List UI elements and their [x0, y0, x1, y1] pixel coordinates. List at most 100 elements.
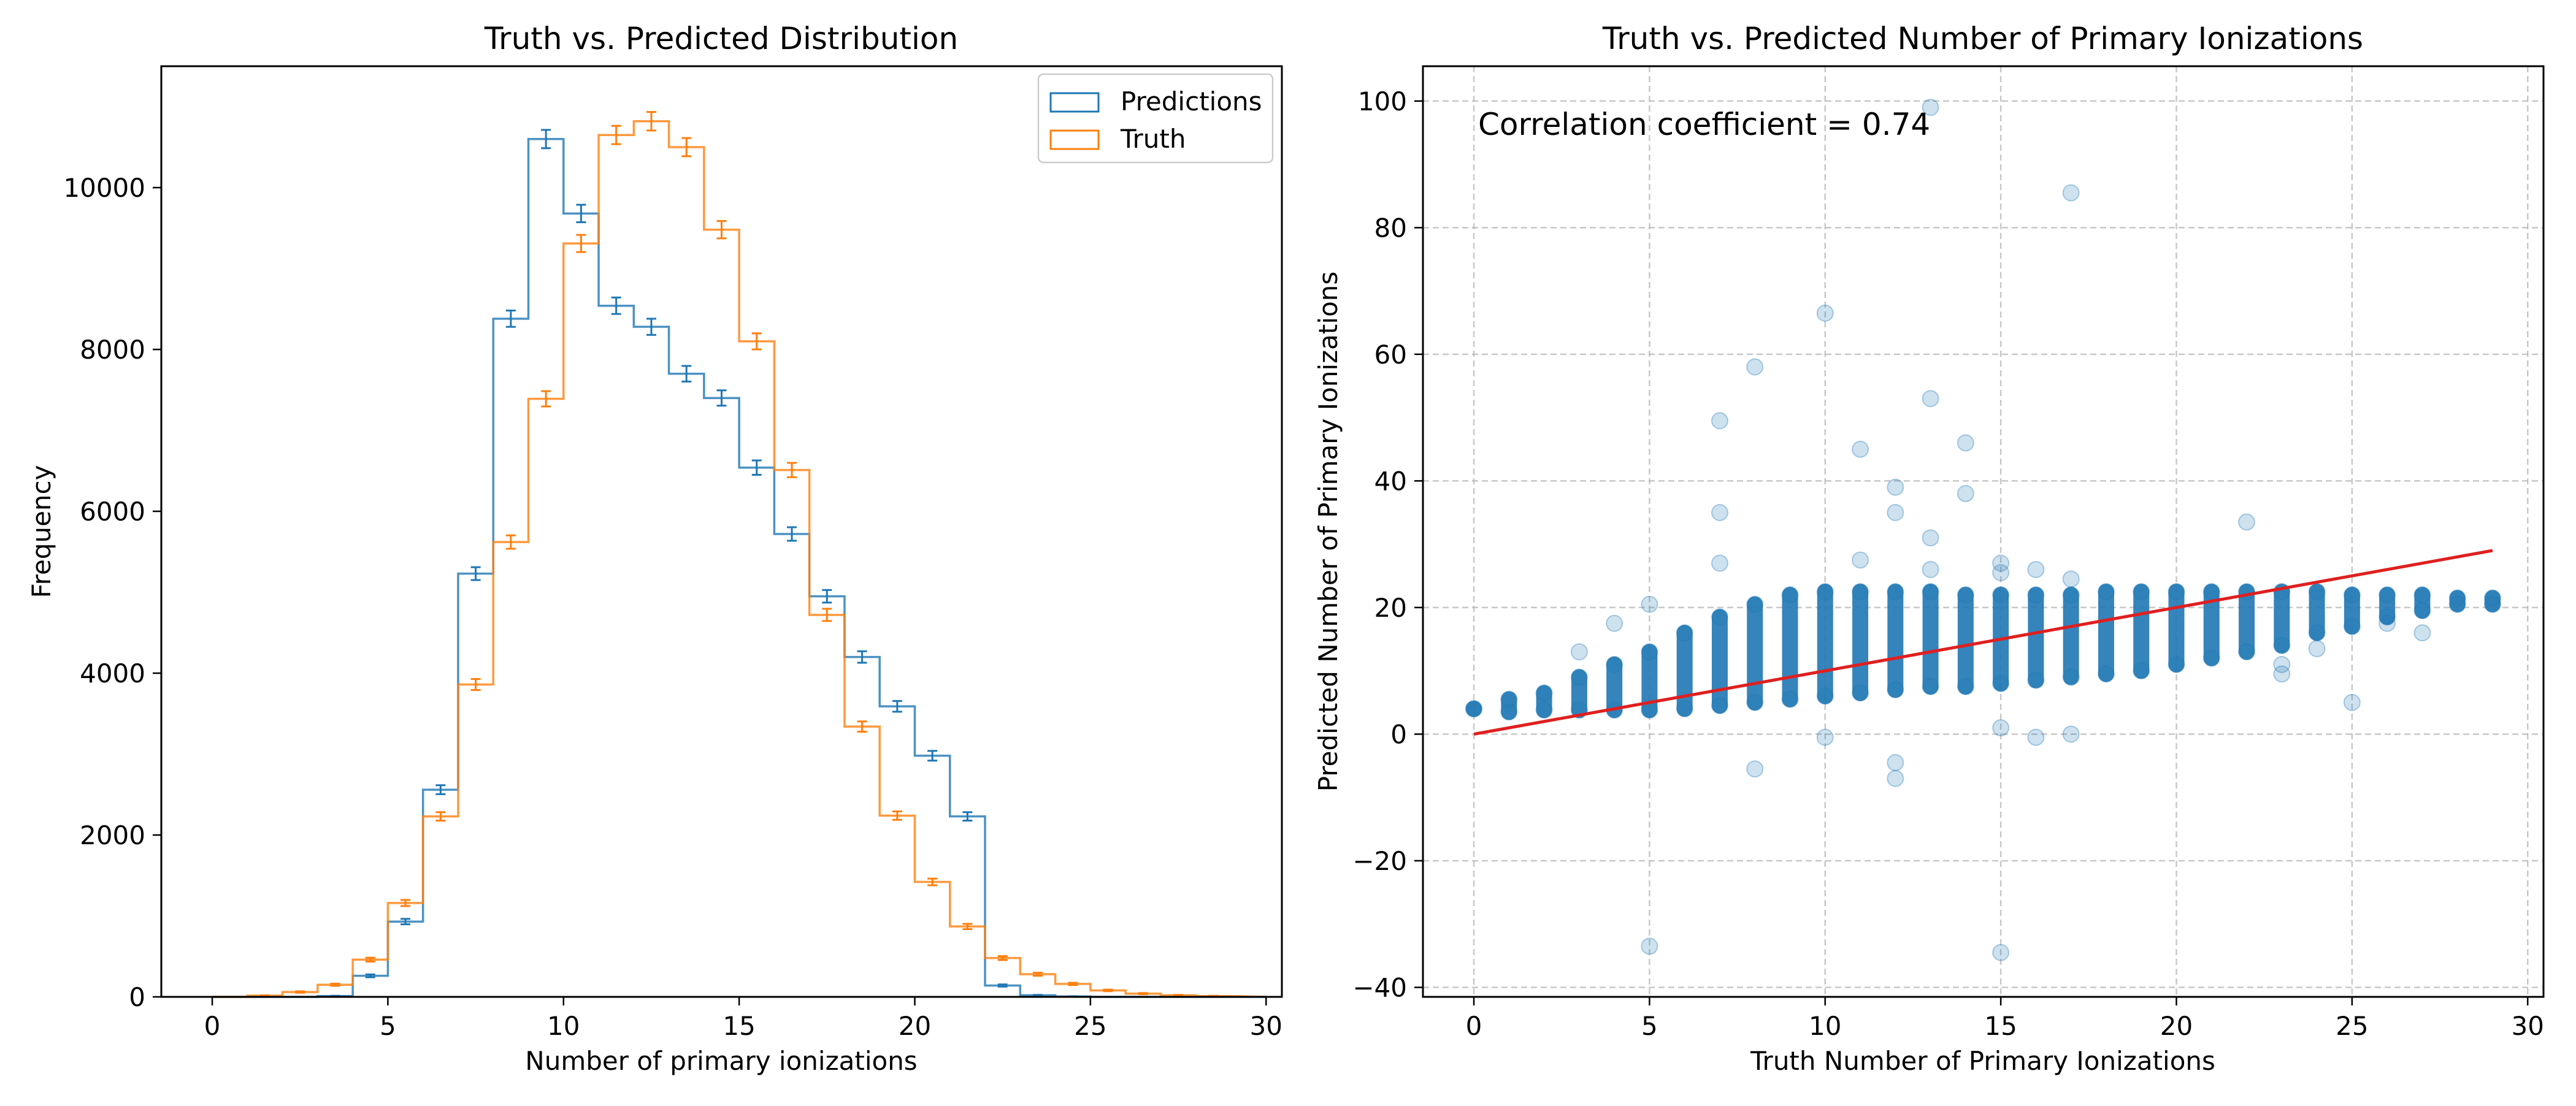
scatter-xlabel: Truth Number of Primary Ionizations — [1750, 1046, 2215, 1076]
histogram-errorbar-truth — [892, 810, 902, 821]
scatter-xtick-label: 25 — [2336, 1011, 2368, 1041]
histogram-errorbar-predictions — [892, 700, 902, 713]
histogram-errorbar-truth — [611, 124, 621, 145]
legend-swatch-predictions — [1049, 92, 1100, 113]
scatter-point — [2308, 640, 2326, 658]
scatter-point-column — [1465, 700, 1483, 718]
scatter-point-column — [1922, 583, 1939, 695]
scatter-point — [1992, 554, 2010, 572]
scatter-point — [1887, 478, 1904, 496]
scatter-point — [1746, 760, 1764, 778]
scatter-point — [1922, 529, 1939, 547]
scatter-point — [1570, 643, 1588, 661]
scatter-point-column — [2097, 583, 2115, 683]
scatter-point-column — [1711, 608, 1728, 714]
histogram-errorbar-truth — [646, 111, 656, 132]
histogram-errorbar-truth — [505, 534, 516, 550]
histogram-errorbar-truth — [1068, 982, 1078, 986]
scatter-point-column — [1570, 668, 1588, 719]
histogram-errorbar-truth — [997, 955, 1008, 961]
histogram-errorbar-predictions — [401, 918, 411, 926]
scatter-xtick-label: 5 — [1641, 1011, 1658, 1041]
scatter-point — [1746, 358, 1764, 376]
histogram-errorbar-predictions — [857, 650, 867, 664]
histogram-ytick-label: 10000 — [63, 173, 145, 203]
scatter-point — [2027, 560, 2045, 578]
scatter-xtick-label: 0 — [1466, 1011, 1482, 1041]
scatter-point — [1957, 434, 1974, 452]
scatter-ytick-label: 40 — [1374, 466, 1407, 496]
scatter-point — [1922, 390, 1939, 408]
histogram-errorbar-predictions — [576, 204, 586, 224]
histogram-panel: Truth vs. Predicted Distribution 0 5 10 15 2… — [26, 21, 1283, 1076]
histogram-errorbar-truth — [1173, 994, 1184, 997]
scatter-point — [1922, 560, 1939, 578]
scatter-fit-line — [1473, 549, 2493, 736]
scatter-point — [1852, 551, 1869, 569]
histogram-ylabel: Frequency — [26, 465, 56, 598]
scatter-point — [1641, 937, 1658, 955]
scatter-point-column — [2379, 586, 2396, 626]
scatter-point — [1816, 304, 1834, 322]
histogram-errorbar-truth — [541, 390, 551, 408]
histogram-errorbar-truth — [295, 990, 305, 994]
scatter-point-column — [1641, 643, 1658, 719]
scatter-xtick-label: 20 — [2160, 1011, 2193, 1041]
scatter-ytick-label: −40 — [1352, 973, 1407, 1003]
scatter-panel: Truth vs. Predicted Number of Primary Io… — [1313, 21, 2545, 1076]
legend-label-truth: Truth — [1120, 124, 1186, 154]
scatter-point — [2027, 728, 2045, 746]
scatter-point — [2343, 693, 2361, 711]
histogram-ytick-label: 4000 — [80, 658, 145, 688]
histogram-ytick-label: 6000 — [80, 497, 145, 527]
scatter-point-column — [2343, 586, 2361, 635]
histogram-errorbar-truth — [681, 137, 692, 158]
histogram-errorbar-truth — [1103, 988, 1113, 993]
histogram-xtick-label: 5 — [380, 1011, 396, 1041]
histogram-errorbar-predictions — [470, 566, 481, 581]
histogram-ytick-label: 0 — [129, 982, 145, 1012]
histogram-errorbar-truth — [927, 877, 938, 887]
histogram-errorbar-predictions — [611, 296, 621, 315]
scatter-point-column — [1852, 583, 1869, 702]
histogram-errorbar-predictions — [681, 365, 692, 383]
histogram-xtick-label: 10 — [547, 1011, 580, 1041]
scatter-point — [1641, 595, 1658, 613]
histogram-errorbar-predictions — [997, 983, 1008, 988]
scatter-point — [1816, 728, 1834, 746]
scatter-point-column — [2308, 583, 2326, 642]
histogram-ticks: 0 5 10 15 20 25 30 0 2000 4000 6000 8000 10000 — [63, 173, 1282, 1041]
scatter-xtick-label: 15 — [1984, 1011, 2017, 1041]
scatter-point-column — [2062, 586, 2080, 686]
scatter-ylabel: Predicted Number of Primary Ionizations — [1313, 272, 1343, 792]
scatter-point — [1922, 99, 1939, 116]
scatter-point — [1957, 485, 1974, 503]
scatter-point-column — [2413, 586, 2431, 620]
scatter-point — [2062, 570, 2080, 588]
scatter-ytick-label: 80 — [1374, 213, 1407, 243]
scatter-point-column — [1746, 595, 1764, 711]
scatter-ytick-label: 60 — [1374, 340, 1407, 370]
scatter-point — [1992, 944, 2010, 961]
scatter-point — [2379, 614, 2396, 632]
histogram-xtick-label: 25 — [1074, 1011, 1106, 1041]
scatter-point — [1606, 614, 1623, 632]
scatter-point-column — [2202, 583, 2220, 667]
scatter-point — [1887, 753, 1904, 771]
histogram-xlabel: Number of primary ionizations — [525, 1046, 917, 1076]
scatter-point-column — [1816, 583, 1834, 705]
histogram-errorbar-truth — [576, 234, 586, 253]
histogram-errorbar-predictions — [646, 318, 656, 336]
scatter-point — [1992, 719, 2010, 737]
scatter-point-column — [2448, 589, 2466, 613]
scatter-point — [1711, 554, 1728, 572]
scatter-point-column — [1500, 690, 1518, 721]
histogram-errorbar-predictions — [751, 459, 762, 476]
histogram-step-truth — [212, 120, 1267, 998]
scatter-point — [1992, 564, 2010, 582]
scatter-point — [1887, 769, 1904, 787]
scatter-point-column — [1781, 586, 1799, 708]
histogram-ytick-label: 2000 — [80, 820, 145, 850]
scatter-ytick-label: 100 — [1358, 86, 1407, 116]
